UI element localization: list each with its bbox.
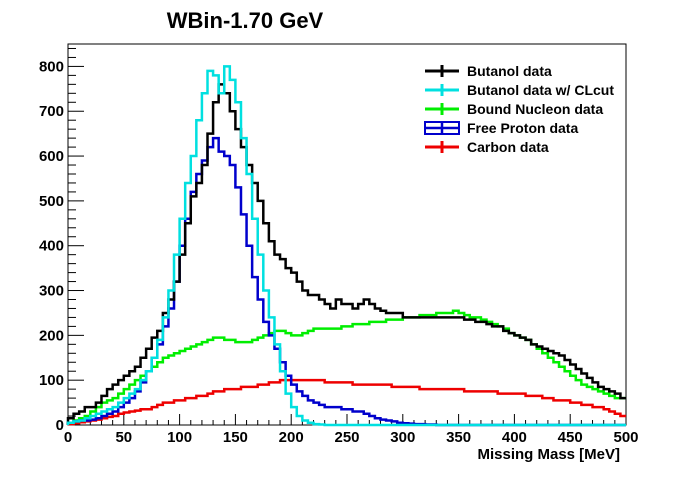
series-line-0 — [66, 83, 626, 425]
y-tick-label: 200 — [39, 327, 64, 344]
x-axis-ticks: 0 50 100 150 200 250 300 350 400 450 500 — [64, 414, 639, 446]
legend-label: Butanol data — [467, 63, 552, 79]
x-tick-label: 450 — [558, 429, 583, 446]
x-tick-label: 250 — [334, 429, 359, 446]
legend-label: Butanol data w/ CLcut — [467, 82, 614, 98]
series-line-4 — [66, 378, 626, 426]
legend-entry: Butanol data w/ CLcut — [425, 82, 614, 98]
legend-entry: Carbon data — [425, 139, 549, 155]
x-tick-label: 500 — [613, 429, 638, 446]
legend-entry: Free Proton data — [424, 120, 578, 136]
x-tick-label: 200 — [279, 429, 304, 446]
y-axis-ticks: 0 100 200 300 400 500 600 700 800 — [39, 47, 84, 434]
legend-entry: Bound Nucleon data — [425, 101, 603, 117]
series-line-1 — [66, 65, 626, 427]
series-layer — [66, 65, 626, 427]
x-tick-label: 150 — [223, 429, 248, 446]
y-tick-label: 700 — [39, 103, 64, 120]
x-tick-label: 50 — [115, 429, 132, 446]
x-tick-label: 350 — [446, 429, 471, 446]
x-axis-title: Missing Mass [MeV] — [477, 446, 620, 463]
chart-title: WBin-1.70 GeV — [167, 8, 324, 33]
y-tick-label: 100 — [39, 372, 64, 389]
y-tick-label: 400 — [39, 238, 64, 255]
y-tick-label: 0 — [56, 417, 64, 434]
x-tick-label: 400 — [502, 429, 527, 446]
x-tick-label: 300 — [390, 429, 415, 446]
legend: Butanol data Butanol data w/ CLcut Bound N… — [424, 63, 614, 155]
y-tick-label: 800 — [39, 58, 64, 75]
y-tick-label: 600 — [39, 148, 64, 165]
legend-label: Carbon data — [467, 139, 549, 155]
y-tick-label: 500 — [39, 193, 64, 210]
legend-entry: Butanol data — [425, 63, 552, 79]
y-tick-label: 300 — [39, 283, 64, 300]
legend-label: Free Proton data — [467, 120, 578, 136]
legend-label: Bound Nucleon data — [467, 101, 603, 117]
x-tick-label: 100 — [167, 429, 192, 446]
x-tick-label: 0 — [64, 429, 72, 446]
